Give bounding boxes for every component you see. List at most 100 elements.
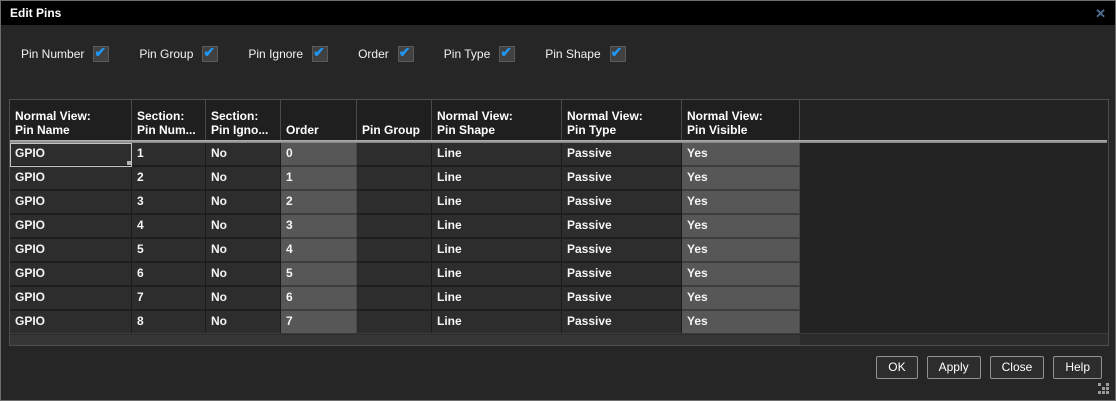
grid-header-row: Normal View: Pin Name Section: Pin Num... … — [10, 100, 1108, 140]
cell-order[interactable]: 2 — [281, 191, 357, 215]
cell-pin-type[interactable]: Passive — [562, 239, 682, 263]
cell-pin-shape[interactable]: Line — [432, 167, 562, 191]
cell-pin-type[interactable]: Passive — [562, 191, 682, 215]
checkbox-pin-number[interactable]: ✔ — [93, 44, 110, 62]
cell-order[interactable]: 3 — [281, 215, 357, 239]
header-line2: Pin Num... — [137, 123, 196, 137]
cell-pin-type[interactable]: Passive — [562, 287, 682, 311]
filter-order: Order ✔ — [358, 44, 414, 62]
column-header-pin-shape[interactable]: Normal View: Pin Shape — [432, 100, 562, 140]
cell-order[interactable]: 1 — [281, 167, 357, 191]
cell-pin-number[interactable]: 5 — [132, 239, 206, 263]
cell-pin-visible[interactable]: Yes — [682, 191, 800, 215]
cell-pin-visible[interactable]: Yes — [682, 167, 800, 191]
header-line1: Normal View: — [15, 109, 91, 123]
checkbox-pin-ignore[interactable]: ✔ — [312, 44, 329, 62]
cell-pin-type[interactable]: Passive — [562, 311, 682, 335]
column-header-pin-ignore[interactable]: Section: Pin Igno... — [206, 100, 281, 140]
resize-grip[interactable] — [1098, 383, 1110, 395]
horizontal-scrollbar[interactable] — [10, 333, 1108, 345]
cell-order[interactable]: 4 — [281, 239, 357, 263]
cell-pin-name[interactable]: GPIO — [10, 143, 132, 167]
help-button[interactable]: Help — [1053, 356, 1102, 379]
cell-pin-name[interactable]: GPIO — [10, 311, 132, 335]
cell-pin-group[interactable] — [357, 287, 432, 311]
column-header-pin-number[interactable]: Section: Pin Num... — [132, 100, 206, 140]
cell-pin-number[interactable]: 6 — [132, 263, 206, 287]
cell-pin-visible[interactable]: Yes — [682, 215, 800, 239]
cell-pin-group[interactable] — [357, 143, 432, 167]
cell-pin-name[interactable]: GPIO — [10, 215, 132, 239]
dialog-button-row: OK Apply Close Help — [876, 356, 1102, 379]
header-line1: Section: — [137, 109, 185, 123]
cell-order[interactable]: 6 — [281, 287, 357, 311]
cell-pin-name[interactable]: GPIO — [10, 239, 132, 263]
cell-pin-shape[interactable]: Line — [432, 263, 562, 287]
cell-pin-group[interactable] — [357, 191, 432, 215]
checkbox-pin-shape[interactable]: ✔ — [609, 44, 626, 62]
cell-value: GPIO — [15, 146, 46, 160]
checkbox-pin-type[interactable]: ✔ — [499, 44, 516, 62]
cell-pin-visible[interactable]: Yes — [682, 311, 800, 335]
cell-pin-type[interactable]: Passive — [562, 167, 682, 191]
cell-pin-ignore[interactable]: No — [206, 239, 281, 263]
column-header-pin-visible[interactable]: Normal View: Pin Visible — [682, 100, 800, 140]
cell-pin-shape[interactable]: Line — [432, 191, 562, 215]
cell-pin-number[interactable]: 7 — [132, 287, 206, 311]
cell-pin-visible[interactable]: Yes — [682, 263, 800, 287]
scrollbar-thumb[interactable] — [10, 335, 800, 345]
cell-pin-ignore[interactable]: No — [206, 311, 281, 335]
cell-pin-name[interactable]: GPIO — [10, 287, 132, 311]
cell-pin-ignore[interactable]: No — [206, 215, 281, 239]
grid-body: GPIO 1 No 0 Line Passive Yes GPIO 2 No 1… — [10, 143, 800, 335]
cell-pin-ignore[interactable]: No — [206, 263, 281, 287]
cell-pin-visible[interactable]: Yes — [682, 143, 800, 167]
cell-pin-type[interactable]: Passive — [562, 263, 682, 287]
close-button[interactable]: Close — [989, 356, 1045, 379]
cell-pin-group[interactable] — [357, 263, 432, 287]
cell-pin-type[interactable]: Passive — [562, 143, 682, 167]
cell-pin-shape[interactable]: Line — [432, 287, 562, 311]
cell-pin-type[interactable]: Passive — [562, 215, 682, 239]
cell-order[interactable]: 0 — [281, 143, 357, 167]
checkbox-pin-group[interactable]: ✔ — [202, 44, 219, 62]
cell-pin-shape[interactable]: Line — [432, 215, 562, 239]
cell-pin-number[interactable]: 4 — [132, 215, 206, 239]
cell-pin-name[interactable]: GPIO — [10, 191, 132, 215]
table-row: GPIO 7 No 6 Line Passive Yes — [10, 287, 800, 311]
cell-pin-name[interactable]: GPIO — [10, 167, 132, 191]
cell-pin-number[interactable]: 1 — [132, 143, 206, 167]
column-header-order[interactable]: Order — [281, 100, 357, 140]
cell-pin-number[interactable]: 2 — [132, 167, 206, 191]
cell-pin-name[interactable]: GPIO — [10, 263, 132, 287]
table-row: GPIO 3 No 2 Line Passive Yes — [10, 191, 800, 215]
close-icon[interactable]: ✕ — [1095, 5, 1106, 21]
cell-pin-visible[interactable]: Yes — [682, 239, 800, 263]
checkbox-order[interactable]: ✔ — [397, 44, 414, 62]
title-bar[interactable]: Edit Pins ✕ — [1, 1, 1115, 25]
column-header-pin-group[interactable]: Pin Group — [357, 100, 432, 140]
column-header-pin-type[interactable]: Normal View: Pin Type — [562, 100, 682, 140]
cell-pin-ignore[interactable]: No — [206, 287, 281, 311]
cell-pin-shape[interactable]: Line — [432, 239, 562, 263]
cell-pin-group[interactable] — [357, 215, 432, 239]
column-header-pin-name[interactable]: Normal View: Pin Name — [10, 100, 132, 140]
cell-pin-ignore[interactable]: No — [206, 143, 281, 167]
cell-order[interactable]: 5 — [281, 263, 357, 287]
cell-pin-number[interactable]: 8 — [132, 311, 206, 335]
cell-pin-group[interactable] — [357, 167, 432, 191]
cell-pin-ignore[interactable]: No — [206, 191, 281, 215]
cell-pin-number[interactable]: 3 — [132, 191, 206, 215]
cell-pin-group[interactable] — [357, 239, 432, 263]
header-line2: Pin Name — [15, 123, 70, 137]
cell-pin-ignore[interactable]: No — [206, 167, 281, 191]
apply-button[interactable]: Apply — [926, 356, 981, 379]
cell-pin-shape[interactable]: Line — [432, 143, 562, 167]
cell-order[interactable]: 7 — [281, 311, 357, 335]
fill-handle[interactable] — [126, 160, 131, 165]
ok-button[interactable]: OK — [876, 356, 918, 379]
cell-pin-visible[interactable]: Yes — [682, 287, 800, 311]
cell-pin-group[interactable] — [357, 311, 432, 335]
header-line1: Normal View: — [567, 109, 643, 123]
cell-pin-shape[interactable]: Line — [432, 311, 562, 335]
